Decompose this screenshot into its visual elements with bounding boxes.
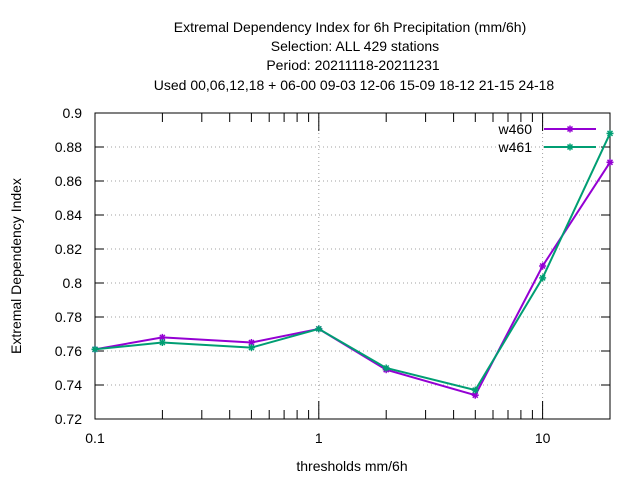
y-tick-label: 0.86 (55, 173, 82, 189)
chart-title: Extremal Dependency Index for 6h Precipi… (154, 19, 555, 93)
legend: w460 w461 (498, 121, 596, 155)
grid (95, 113, 610, 419)
title-line-4: Used 00,06,12,18 + 06-00 09-03 12-06 15-… (154, 77, 555, 93)
data-point (247, 344, 255, 352)
y-tick-label: 0.78 (55, 309, 82, 325)
series-line-w460 (94, 161, 611, 397)
title-line-3: Period: 20211118-20211231 (266, 57, 440, 73)
y-tick-label: 0.88 (55, 139, 82, 155)
data-point (539, 274, 547, 282)
y-tick-label: 0.8 (63, 275, 83, 291)
data-point (471, 386, 479, 394)
data-point (606, 129, 614, 137)
data-point (382, 364, 390, 372)
series-group (91, 129, 614, 399)
x-tick-label: 0.1 (85, 430, 105, 446)
legend-marker (566, 125, 574, 133)
x-tick-label: 10 (535, 430, 551, 446)
data-point (539, 262, 547, 270)
axis-ticks: 0.72 0.74 0.76 0.78 0.8 0.82 0.84 0.86 0.88 0.9 0.… (55, 105, 611, 446)
y-tick-label: 0.84 (55, 207, 82, 223)
data-point (247, 339, 255, 346)
y-tick-label: 0.9 (63, 105, 83, 121)
x-tick-label: 1 (315, 430, 323, 446)
y-tick-label: 0.74 (55, 377, 82, 393)
title-line-2: Selection: ALL 429 stations (271, 38, 439, 54)
title-line-1: Extremal Dependency Index for 6h Precipi… (174, 19, 527, 35)
data-point (606, 158, 614, 166)
legend-marker (566, 143, 574, 151)
plot-frame (94, 112, 611, 420)
data-point (315, 325, 323, 333)
series-line-w461 (94, 132, 611, 392)
x-axis-label: thresholds mm/6h (296, 458, 407, 474)
legend-label: w461 (498, 139, 533, 155)
y-tick-label: 0.76 (55, 343, 82, 359)
data-point (158, 339, 166, 346)
data-point (91, 345, 99, 353)
legend-label: w460 (498, 121, 533, 137)
y-axis-label: Extremal Dependency Index (8, 178, 24, 354)
y-tick-label: 0.72 (55, 411, 82, 427)
y-tick-label: 0.82 (55, 241, 82, 257)
